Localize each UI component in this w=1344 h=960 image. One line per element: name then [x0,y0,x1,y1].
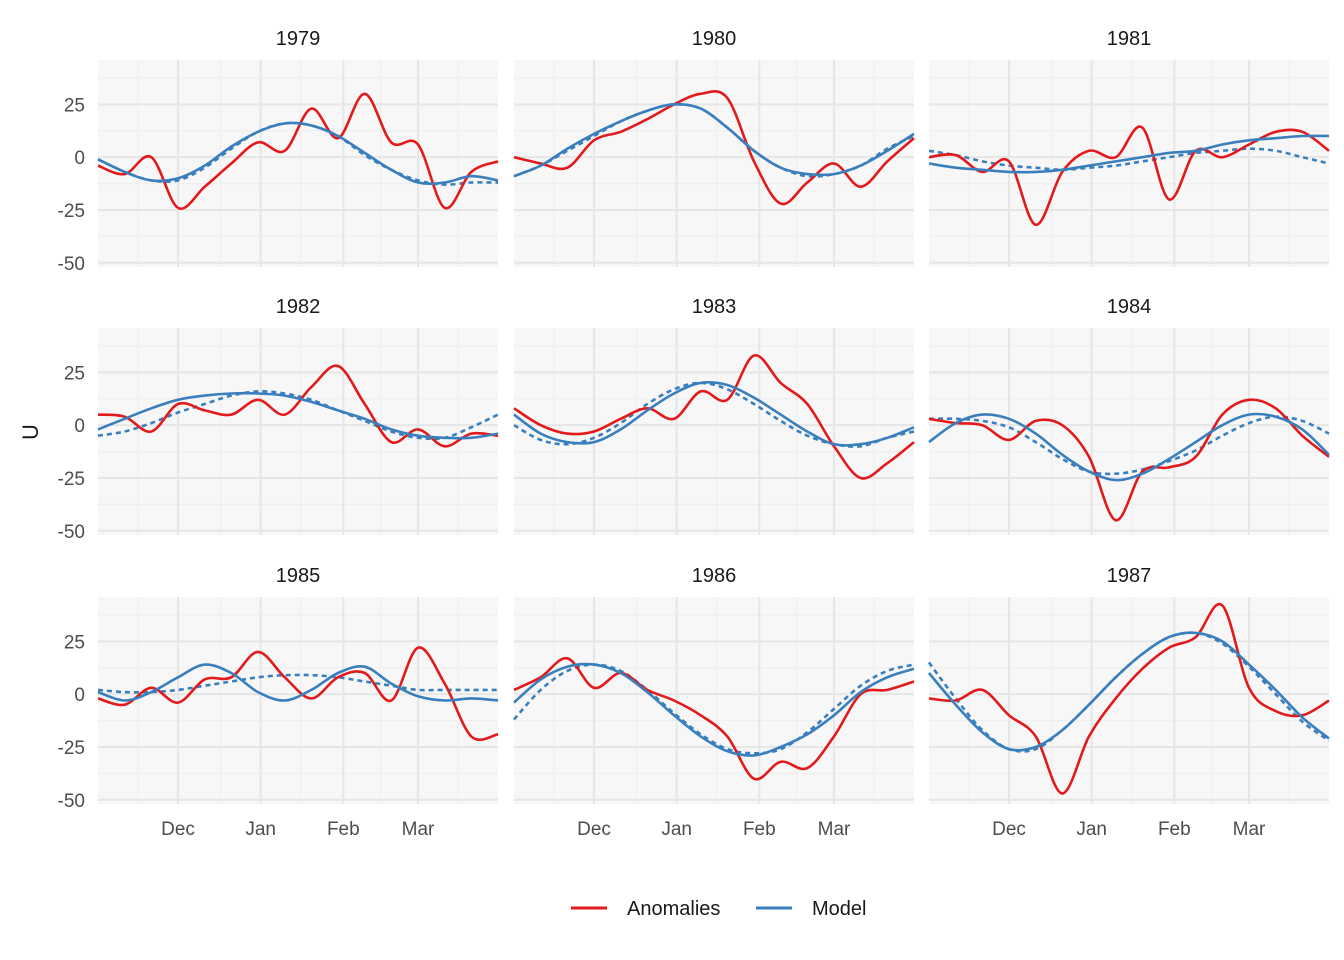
model-line [513,103,915,178]
anomalies-line [97,92,499,210]
model-line [513,381,915,447]
panel-title: 1986 [692,565,737,587]
y-tick-label: 25 [64,363,85,384]
panel-title: 1979 [276,28,321,50]
panel-title: 1985 [276,565,321,587]
panel-title: 1980 [692,28,737,50]
panel-title: 1983 [692,296,737,318]
y-tick-label: 0 [74,148,85,169]
panel-title: 1982 [276,296,321,318]
y-tick-label: 0 [74,685,85,706]
model-dashed-line [97,390,499,441]
x-tick-label: Dec [577,819,611,840]
facet-panel: 1982 [97,296,499,535]
model-line [927,631,1330,752]
legend-model-label: Model [812,898,866,920]
model-dashed-line [513,663,915,755]
panel-background [514,597,914,804]
model-dashed-line [97,673,498,694]
model-dashed-line [928,415,1330,476]
x-tick-label: Feb [743,819,776,840]
x-tick-label: Jan [245,819,276,840]
x-tick-label: Feb [1158,819,1191,840]
model-line [97,663,499,702]
y-tick-label: -50 [58,791,85,812]
facet-panel: 1980 [513,28,915,267]
y-tick-label: -25 [58,738,85,759]
x-tick-label: Jan [1076,819,1107,840]
x-tick-label: Mar [402,819,435,840]
y-tick-label: -25 [58,469,85,490]
facet-panel: 1984 [928,296,1330,535]
y-tick-label: 0 [74,416,85,437]
panel-title: 1981 [1107,28,1152,50]
y-tick-label: -50 [58,522,85,543]
panel-background [514,328,914,535]
facet-panel: 1985 [97,565,499,804]
model-line [97,121,499,186]
x-tick-label: Dec [161,819,195,840]
model-line [513,662,915,757]
facet-panel: 1983 [513,296,915,535]
anomalies-line [513,354,915,480]
legend: Anomalies Model [571,898,866,920]
x-tick-label: Mar [1233,819,1266,840]
y-tick-label: -50 [58,254,85,275]
facet-panel: 1987 [927,565,1330,804]
anomalies-line [97,646,499,741]
panel-background [98,60,498,267]
x-tick-label: Jan [661,819,692,840]
facet-panel: 1979 [97,28,499,267]
y-axis-title-group: U [18,424,43,440]
panel-background [98,328,498,535]
panel-background [514,60,914,267]
model-line [97,391,499,440]
model-dashed-line [513,381,915,448]
x-tick-label: Feb [327,819,360,840]
anomalies-line [928,398,1330,522]
model-line [928,134,1330,174]
anomalies-line [928,602,1330,795]
legend-anomalies-label: Anomalies [627,898,720,920]
panel-title: 1987 [1107,565,1152,587]
facet-panel: 1986 [513,565,915,804]
facet-panel: 1981 [928,28,1330,267]
y-tick-label: -25 [58,201,85,222]
x-tick-label: Mar [818,819,851,840]
anomalies-line [513,89,915,206]
y-tick-label: 25 [64,632,85,653]
model-line [928,412,1330,482]
x-tick-label: Dec [992,819,1026,840]
panels: -50 -25 0 25 -50 -25 0 25 -50 -25 0 25 Dec Jan Feb Mar D… [58,28,1330,840]
y-tick-label: 25 [64,95,85,116]
y-axis-title: U [18,424,43,440]
anomalies-line [513,656,915,781]
panel-title: 1984 [1107,296,1152,318]
